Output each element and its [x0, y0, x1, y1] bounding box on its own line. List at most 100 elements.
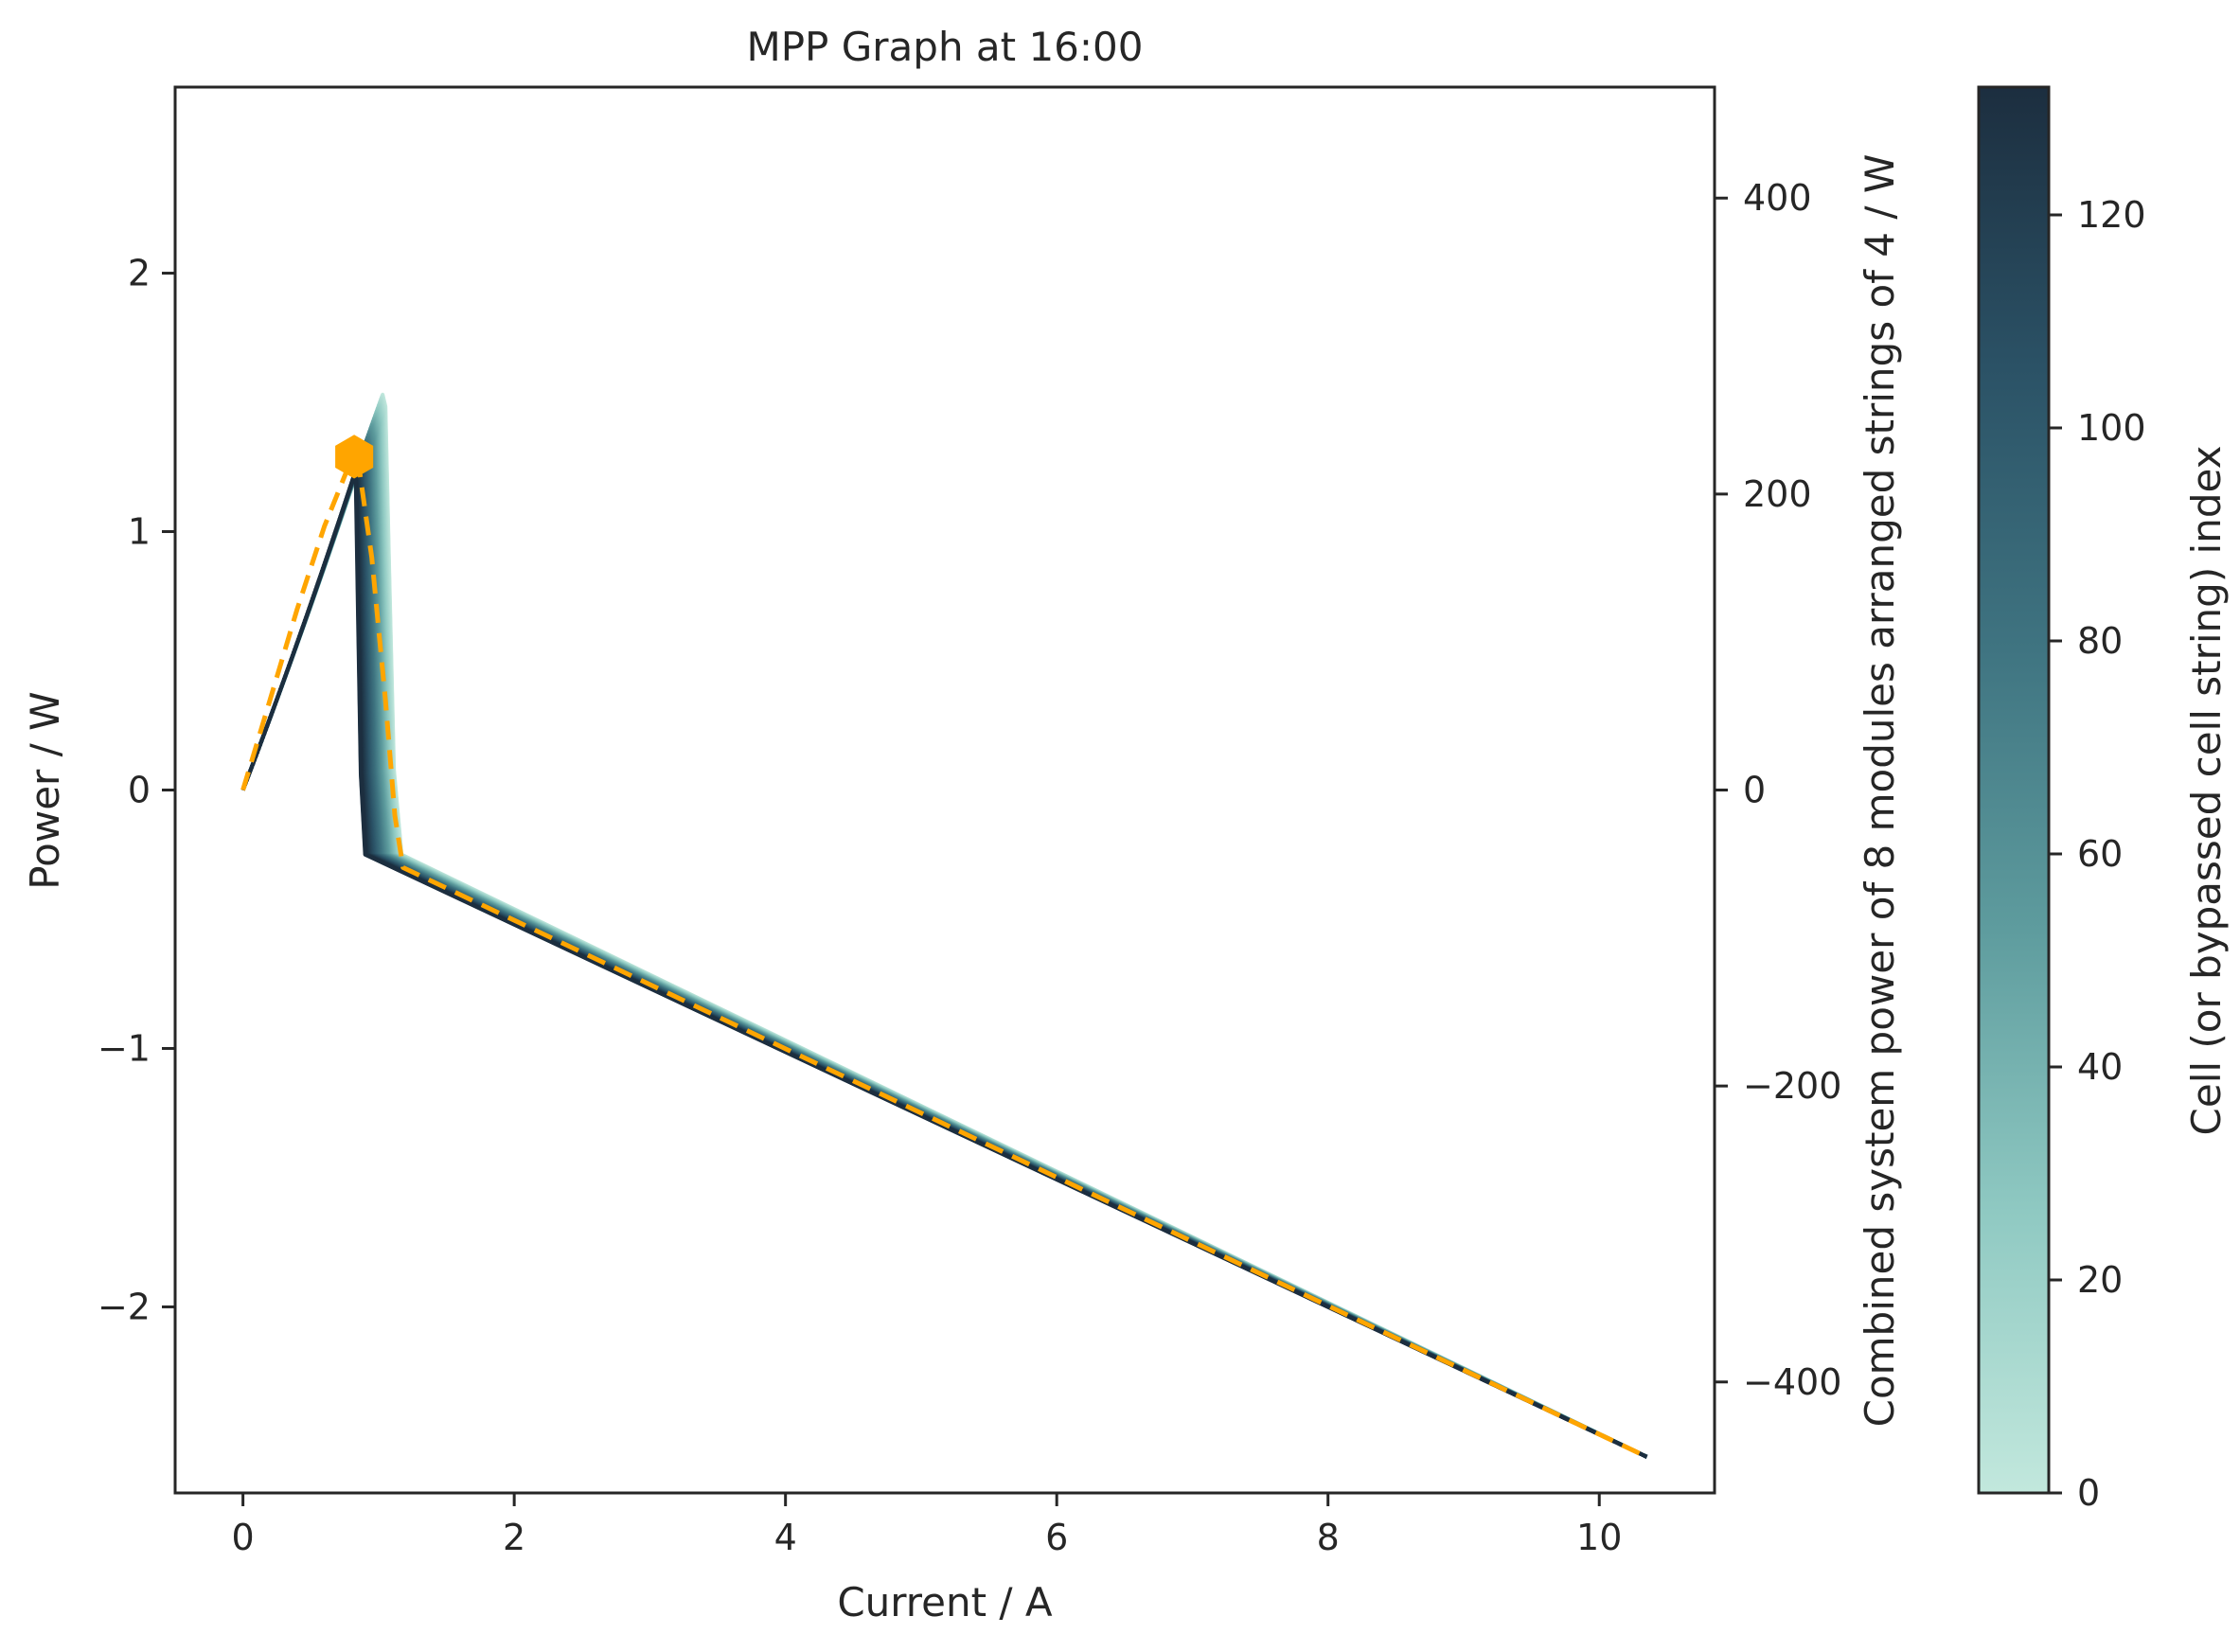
cell-curve: [240, 431, 1648, 1459]
colorbar-tick-label: 120: [2077, 194, 2146, 236]
cell-curve: [240, 465, 1648, 1459]
cell-curve: [240, 424, 1648, 1459]
cell-curve: [240, 437, 1648, 1459]
cell-curve: [240, 400, 1648, 1459]
cell-curve: [240, 470, 1648, 1459]
y-right-tick-label: −400: [1743, 1361, 1841, 1403]
cell-curves: [240, 392, 1648, 1459]
cell-curve: [240, 407, 1648, 1459]
cell-curve: [240, 448, 1648, 1459]
cell-curve: [240, 395, 1648, 1459]
cell-curve: [240, 399, 1648, 1459]
y-right-tick-label: 400: [1743, 177, 1812, 219]
colorbar-label: Cell (or bypassed cell string) index: [2183, 446, 2230, 1136]
cell-curve: [240, 393, 1648, 1459]
cell-curve: [240, 401, 1648, 1459]
cell-curve: [240, 409, 1648, 1459]
colorbar-ticks: 0 20 40 60 80 100 120: [2049, 194, 2146, 1514]
cell-curve: [240, 469, 1648, 1459]
colorbar-tick-label: 60: [2077, 833, 2123, 875]
cell-curve: [240, 457, 1648, 1459]
cell-curve: [240, 436, 1648, 1459]
cell-curve: [240, 406, 1648, 1459]
cell-curve: [240, 392, 1648, 1459]
cell-curve: [240, 400, 1648, 1459]
cell-curve: [240, 428, 1648, 1459]
cell-curve: [240, 442, 1648, 1459]
cell-curve: [240, 444, 1648, 1459]
cell-curve: [240, 466, 1648, 1459]
series-layer: [240, 456, 1648, 1460]
y-tick-label: −2: [98, 1286, 151, 1327]
cell-curve: [240, 433, 1648, 1459]
cell-curve: [240, 463, 1648, 1459]
cell-curve: [240, 439, 1648, 1459]
cell-curve: [240, 416, 1648, 1459]
cell-curve: [240, 453, 1648, 1459]
y-axis-label: Power / W: [22, 691, 68, 889]
cell-curve: [240, 396, 1648, 1459]
cell-curve: [240, 443, 1648, 1459]
cell-curve: [240, 467, 1648, 1459]
cell-curve: [240, 458, 1648, 1459]
cell-curve: [240, 437, 1648, 1459]
cell-curve: [240, 428, 1648, 1459]
cell-curve: [240, 411, 1648, 1459]
cell-curve: [240, 417, 1648, 1459]
cell-curve: [240, 426, 1648, 1459]
cell-curve: [240, 404, 1648, 1459]
cell-curve: [240, 454, 1648, 1459]
x-axis-label: Current / A: [837, 1579, 1053, 1625]
cell-curve: [240, 436, 1648, 1459]
cell-curve: [240, 453, 1648, 1459]
x-tick-label: 8: [1317, 1517, 1340, 1558]
cell-curve: [240, 404, 1648, 1459]
y-tick-label: 2: [128, 253, 151, 294]
cell-curve: [240, 463, 1648, 1459]
cell-curve: [240, 439, 1648, 1459]
y-tick-label: 1: [128, 511, 151, 553]
cell-curve: [240, 465, 1648, 1459]
cell-curve: [240, 416, 1648, 1459]
colorbar-tick-label: 20: [2077, 1259, 2123, 1301]
y-axis-right: −400 −200 0 200 400: [1715, 177, 1841, 1403]
cell-curve: [240, 456, 1648, 1459]
cell-curve: [240, 435, 1648, 1459]
y-axis-left: −2 −1 0 1 2: [98, 253, 175, 1327]
cell-curve: [240, 396, 1648, 1459]
cell-curve: [240, 415, 1648, 1459]
cell-curve: [240, 394, 1648, 1459]
cell-curve: [240, 413, 1648, 1459]
cell-curve: [240, 471, 1648, 1459]
y-axis-right-label: Combined system power of 8 modules arran…: [1857, 154, 1903, 1428]
cell-curve: [240, 443, 1648, 1459]
cell-curve: [240, 438, 1648, 1459]
cell-curve: [240, 424, 1648, 1459]
cell-curve: [240, 461, 1648, 1459]
cell-curve: [240, 398, 1648, 1459]
cell-curve: [240, 423, 1648, 1459]
cell-curve: [240, 450, 1648, 1459]
y-right-tick-label: 200: [1743, 473, 1812, 515]
y-right-tick-label: −200: [1743, 1065, 1841, 1107]
cell-curve: [240, 422, 1648, 1459]
chart-title: MPP Graph at 16:00: [746, 24, 1143, 70]
cell-curve: [240, 452, 1648, 1459]
cell-curve: [240, 446, 1648, 1459]
cell-curve: [240, 431, 1648, 1459]
cell-curve: [240, 398, 1648, 1459]
cell-curve: [240, 403, 1648, 1459]
mpp-hexagon-marker: [335, 435, 374, 479]
cell-curve: [240, 394, 1648, 1459]
cell-curve: [240, 420, 1648, 1459]
cell-curve: [240, 405, 1648, 1459]
cell-curve: [240, 471, 1648, 1459]
plot-frame: [173, 85, 1716, 1495]
colorbar-tick-label: 80: [2077, 620, 2123, 662]
cell-curve: [240, 441, 1648, 1459]
cell-curve: [240, 408, 1648, 1459]
cell-curve: [240, 446, 1648, 1459]
y-tick-label: 0: [128, 770, 151, 811]
x-tick-label: 4: [774, 1517, 797, 1558]
